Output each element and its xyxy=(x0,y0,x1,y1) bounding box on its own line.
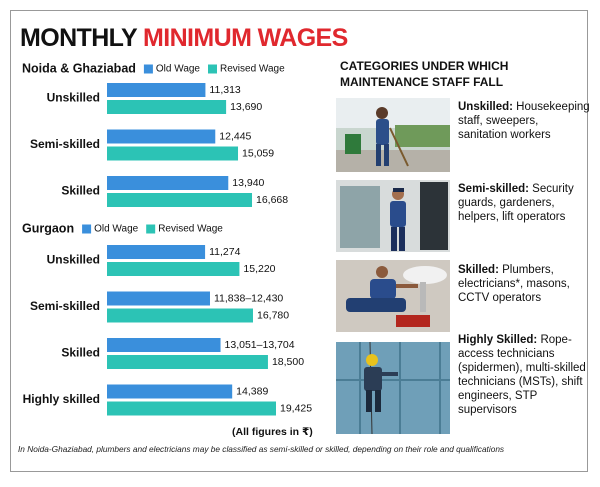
bar xyxy=(107,308,253,323)
legend-label: Revised Wage xyxy=(220,64,285,75)
legend-label: Old Wage xyxy=(94,224,139,235)
bar xyxy=(107,401,276,416)
value-label: 16,780 xyxy=(257,309,289,321)
bar xyxy=(107,355,268,369)
bar xyxy=(107,193,253,207)
bar xyxy=(107,262,240,276)
category-item: Semi-skilled: Security guards, gardeners… xyxy=(458,182,590,224)
category-label: Semi-skilled xyxy=(30,299,100,313)
value-label: 11,313 xyxy=(209,84,240,96)
bar xyxy=(107,384,233,399)
category-item: Highly Skilled: Rope-access technicians … xyxy=(458,333,590,417)
chart-subtitle: Noida & Ghaziabad xyxy=(22,61,136,75)
legend-label: Revised Wage xyxy=(158,224,223,235)
legend-swatch xyxy=(146,224,156,234)
category-label: Highly skilled xyxy=(23,392,100,406)
category-label: Semi-skilled xyxy=(30,137,100,151)
category-label: Semi-skilled: xyxy=(458,183,529,195)
title-highlight: MINIMUM WAGES xyxy=(143,24,348,52)
footnote: In Noida-Ghaziabad, plumbers and electri… xyxy=(18,444,505,454)
value-label: 19,425 xyxy=(280,402,312,414)
title: MONTHLY MINIMUM WAGES xyxy=(20,24,348,53)
value-label: 16,668 xyxy=(256,194,288,206)
bar xyxy=(107,146,239,161)
value-label: 13,690 xyxy=(230,101,262,113)
value-label: 14,389 xyxy=(236,385,268,397)
value-label: 15,220 xyxy=(243,263,275,275)
category-text: Rope-access technicians (spidermen), mul… xyxy=(458,334,586,416)
bar xyxy=(107,245,206,259)
photo xyxy=(336,260,450,332)
bar xyxy=(107,129,216,144)
legend-swatch xyxy=(82,224,92,234)
category-label: Unskilled xyxy=(47,91,100,105)
frame xyxy=(10,10,588,472)
category-label: Highly Skilled: xyxy=(458,334,538,346)
legend-swatch xyxy=(208,64,217,74)
category-text: Security guards, gardeners, helpers, lif… xyxy=(458,183,574,223)
category-label: Skilled xyxy=(61,346,100,360)
category-label: Skilled: xyxy=(458,264,499,276)
value-label: 11,274 xyxy=(209,246,240,258)
chart-subtitle: Gurgaon xyxy=(22,221,74,235)
category-label: Unskilled xyxy=(47,253,100,267)
category-item: Skilled: Plumbers, electricians*, masons… xyxy=(458,263,590,305)
panel-title: CATEGORIES UNDER WHICH MAINTENANCE STAFF… xyxy=(340,59,509,89)
title-text: MONTHLY xyxy=(20,24,137,52)
category-label: Skilled xyxy=(61,184,100,198)
value-label: 15,059 xyxy=(242,147,274,159)
photo xyxy=(336,98,450,172)
photo xyxy=(336,341,450,435)
category-label: Unskilled: xyxy=(458,101,513,113)
value-label: 13,940 xyxy=(232,177,264,189)
bar xyxy=(107,291,210,306)
photos xyxy=(336,98,450,435)
value-label: 11,838–12,430 xyxy=(214,292,283,304)
bar xyxy=(107,338,221,352)
legend-swatch xyxy=(143,64,153,74)
category-item: Unskilled: Housekeeping staff, sweepers,… xyxy=(458,100,590,142)
legend-label: Old Wage xyxy=(156,64,201,75)
category-text: Housekeeping staff, sweepers, sanitation… xyxy=(458,101,590,141)
photo xyxy=(336,180,450,252)
bar xyxy=(107,100,227,114)
category-text: Plumbers, electricians*, masons, CCTV op… xyxy=(458,264,570,304)
bar xyxy=(107,176,229,190)
value-label: 18,500 xyxy=(272,356,304,368)
value-label: 13,051–13,704 xyxy=(225,339,295,351)
value-label: 12,445 xyxy=(219,130,251,142)
note: (All figures in ₹) xyxy=(232,426,313,438)
bar xyxy=(107,83,206,97)
